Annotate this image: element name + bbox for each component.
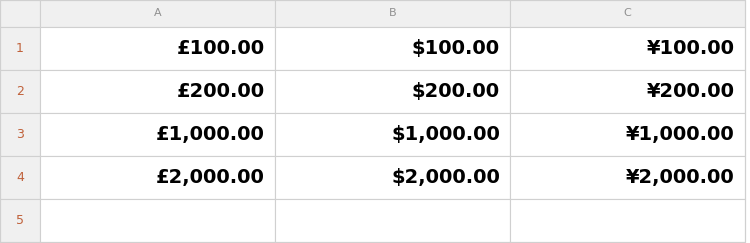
Bar bbox=[40, 70, 275, 113]
Bar bbox=[40, 156, 275, 199]
Text: £100.00: £100.00 bbox=[177, 39, 265, 58]
Text: £200.00: £200.00 bbox=[177, 82, 265, 101]
Text: $100.00: $100.00 bbox=[412, 39, 500, 58]
Bar bbox=[275, 156, 510, 199]
Bar bbox=[275, 113, 510, 156]
Text: 4: 4 bbox=[16, 171, 24, 184]
Text: $1,000.00: $1,000.00 bbox=[392, 125, 500, 144]
Text: 5: 5 bbox=[16, 214, 24, 227]
Text: ¥1,000.00: ¥1,000.00 bbox=[626, 125, 735, 144]
Text: £1,000.00: £1,000.00 bbox=[156, 125, 265, 144]
Bar bbox=[510, 199, 745, 242]
Text: 1: 1 bbox=[16, 42, 24, 55]
Text: C: C bbox=[624, 9, 632, 18]
Bar bbox=[40, 0, 275, 27]
Bar bbox=[0, 27, 40, 70]
Bar bbox=[0, 113, 40, 156]
Bar bbox=[40, 27, 275, 70]
Bar bbox=[510, 70, 745, 113]
Text: £2,000.00: £2,000.00 bbox=[156, 168, 265, 187]
Bar bbox=[510, 113, 745, 156]
Text: ¥2,000.00: ¥2,000.00 bbox=[626, 168, 735, 187]
Bar bbox=[275, 70, 510, 113]
Bar bbox=[510, 27, 745, 70]
Text: 2: 2 bbox=[16, 85, 24, 98]
Text: 3: 3 bbox=[16, 128, 24, 141]
Bar bbox=[0, 0, 40, 27]
Text: $2,000.00: $2,000.00 bbox=[392, 168, 500, 187]
Bar bbox=[275, 27, 510, 70]
Bar bbox=[0, 156, 40, 199]
Bar bbox=[275, 0, 510, 27]
Text: A: A bbox=[154, 9, 161, 18]
Text: ¥200.00: ¥200.00 bbox=[647, 82, 735, 101]
Bar bbox=[275, 199, 510, 242]
Bar bbox=[510, 156, 745, 199]
Bar bbox=[0, 70, 40, 113]
Text: ¥100.00: ¥100.00 bbox=[647, 39, 735, 58]
Bar bbox=[510, 0, 745, 27]
Bar bbox=[40, 113, 275, 156]
Text: $200.00: $200.00 bbox=[412, 82, 500, 101]
Bar bbox=[40, 199, 275, 242]
Text: B: B bbox=[388, 9, 396, 18]
Bar bbox=[0, 199, 40, 242]
